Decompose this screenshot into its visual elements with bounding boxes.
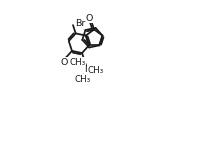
Text: N: N	[84, 65, 91, 75]
Text: O: O	[86, 14, 93, 23]
Text: Br: Br	[75, 19, 86, 28]
Text: CH₃: CH₃	[88, 66, 104, 75]
Text: CH₃: CH₃	[70, 58, 86, 67]
Text: CH₃: CH₃	[74, 75, 90, 84]
Text: O: O	[61, 58, 68, 67]
